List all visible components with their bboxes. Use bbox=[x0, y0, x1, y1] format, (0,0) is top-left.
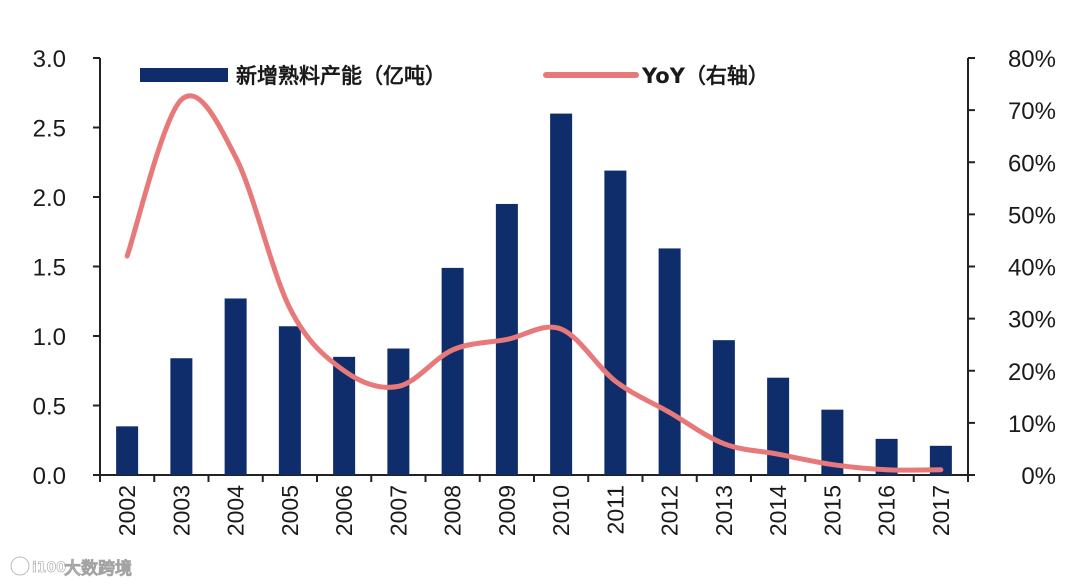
x-tick-label: 2012 bbox=[657, 485, 683, 536]
watermark-text: 大数跨境 bbox=[64, 558, 132, 579]
legend: 新增熟料产能（亿吨） YoY（右轴） bbox=[140, 64, 769, 88]
x-tick-label: 2013 bbox=[711, 485, 737, 536]
bar-series bbox=[116, 113, 952, 475]
left-tick-label: 2.5 bbox=[33, 116, 66, 143]
x-tick-label: 2002 bbox=[114, 485, 140, 536]
x-tick-label: 2007 bbox=[385, 485, 411, 536]
right-tick-label: 0% bbox=[1021, 463, 1056, 490]
right-tick-labels: 0% 10% 20% 30% 40% 50% 60% 70% 80% bbox=[968, 46, 1056, 490]
x-tick-label: 2016 bbox=[874, 485, 900, 536]
watermark: i100 大数跨境 bbox=[10, 556, 132, 579]
bar-2015 bbox=[821, 409, 844, 475]
right-tick-label: 20% bbox=[1008, 359, 1056, 386]
x-tick-label: 2014 bbox=[765, 485, 791, 536]
x-tick-label: 2011 bbox=[602, 485, 628, 534]
bar-2003 bbox=[170, 358, 193, 475]
watermark-logo-icon-outline bbox=[10, 556, 30, 576]
legend-bar-swatch bbox=[140, 68, 228, 82]
left-tick-label: 1.5 bbox=[33, 255, 66, 282]
x-tick-labels: 2002 2003 2004 2005 2006 2007 2008 2009 2010 2011… bbox=[99, 475, 969, 536]
left-tick-label: 1.0 bbox=[33, 324, 66, 351]
x-tick-label: 2009 bbox=[494, 485, 520, 536]
right-tick-label: 70% bbox=[1008, 98, 1056, 125]
bar-2013 bbox=[712, 340, 735, 475]
right-tick-label: 60% bbox=[1008, 150, 1056, 177]
right-tick-label: 80% bbox=[1008, 46, 1056, 73]
bar-2010 bbox=[550, 113, 573, 475]
bar-2008 bbox=[441, 267, 464, 475]
left-tick-label: 2.0 bbox=[33, 185, 66, 212]
left-tick-label: 0.5 bbox=[33, 394, 66, 421]
left-tick-label: 3.0 bbox=[33, 46, 66, 73]
x-tick-label: 2010 bbox=[548, 485, 574, 536]
x-tick-label: 2017 bbox=[928, 485, 954, 536]
right-tick-label: 40% bbox=[1008, 255, 1056, 282]
yoy-line bbox=[124, 93, 944, 473]
legend-bar-label: 新增熟料产能（亿吨） bbox=[236, 64, 446, 88]
left-tick-labels: 0.0 0.5 1.0 1.5 2.0 2.5 3.0 bbox=[33, 46, 100, 490]
legend-line-label: YoY（右轴） bbox=[641, 64, 769, 88]
left-tick-label: 0.0 bbox=[33, 463, 66, 490]
x-tick-label: 2003 bbox=[168, 485, 194, 536]
watermark-logo-icon bbox=[11, 557, 29, 575]
bar-2006 bbox=[333, 356, 356, 475]
x-tick-label: 2004 bbox=[223, 485, 249, 536]
bar-2016 bbox=[875, 438, 898, 475]
bar-2002 bbox=[116, 426, 139, 475]
line-series bbox=[124, 93, 944, 473]
bar-2005 bbox=[278, 326, 301, 475]
x-tick-label: 2008 bbox=[440, 485, 466, 536]
bar-2014 bbox=[767, 377, 790, 475]
x-tick-label: 2006 bbox=[331, 485, 357, 536]
right-tick-label: 30% bbox=[1008, 307, 1056, 334]
bar-2007 bbox=[387, 348, 410, 475]
bar-2011 bbox=[604, 170, 627, 475]
bar-2012 bbox=[658, 248, 681, 475]
watermark-logo: i100 bbox=[32, 560, 66, 576]
right-tick-label: 50% bbox=[1008, 202, 1056, 229]
bar-2004 bbox=[224, 298, 247, 475]
x-tick-label: 2005 bbox=[277, 485, 303, 536]
x-tick-label: 2015 bbox=[819, 485, 845, 536]
right-tick-label: 10% bbox=[1008, 411, 1056, 438]
